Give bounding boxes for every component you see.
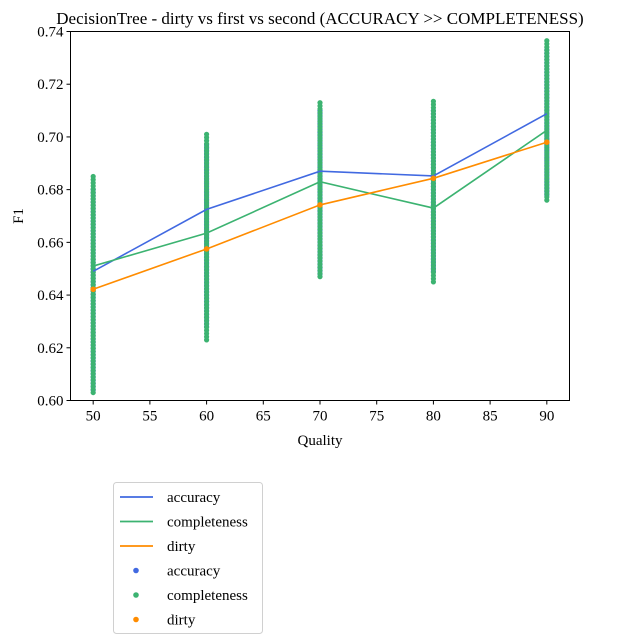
x-tick-label: 80 (426, 409, 441, 425)
legend-dot-accuracy (133, 567, 139, 574)
legend-label-accuracy: accuracy (167, 490, 221, 506)
legend: accuracy completeness dirty accuracy complet… (113, 482, 263, 634)
legend-label-dirty: dirty (167, 539, 196, 555)
x-tick-label: 90 (539, 409, 554, 425)
scatter-point-completeness (317, 100, 323, 106)
legend-dot-dirty (133, 616, 139, 623)
y-tick-label: 0.64 (37, 288, 64, 304)
legend-label-completeness: completeness (167, 588, 248, 604)
x-axis-label: Quality (298, 433, 343, 449)
y-tick-label: 0.68 (37, 183, 63, 199)
x-tick-label: 55 (142, 409, 157, 425)
axes: 50 55 60 65 70 75 80 85 90 0.60 0.62 0.64 0.66 0.68 0.… (37, 25, 554, 425)
scatter-point-dirty (203, 246, 210, 252)
scatter-point-dirty (544, 139, 550, 145)
x-tick-label: 70 (313, 409, 328, 425)
y-tick-label: 0.66 (37, 235, 64, 251)
plot-area (90, 38, 550, 396)
scatter-point-dirty (317, 202, 323, 208)
scatter-point-completeness (544, 38, 550, 44)
scatter-point-dirty (430, 175, 437, 182)
series-line-completeness (92, 129, 548, 267)
scatter-point-completeness (430, 98, 437, 104)
scatter-point-dirty (90, 286, 96, 293)
x-tick-label: 75 (369, 409, 384, 425)
y-tick-label: 0.70 (37, 130, 63, 146)
y-tick-label: 0.60 (37, 394, 63, 410)
legend-dot-completeness (133, 592, 139, 598)
x-tick-label: 85 (483, 409, 498, 425)
series-line-accuracy (92, 113, 548, 273)
y-axis-label: F1 (11, 208, 27, 224)
x-tick-label: 65 (256, 409, 271, 425)
y-tick-label: 0.74 (37, 25, 64, 41)
y-tick-label: 0.72 (37, 77, 63, 93)
legend-label-accuracy: accuracy (167, 564, 221, 580)
legend-label-dirty: dirty (167, 613, 196, 629)
x-tick-label: 60 (199, 409, 214, 425)
scatter-point-completeness (203, 131, 210, 137)
legend-label-completeness: completeness (167, 515, 248, 531)
scatter-point-completeness (90, 173, 96, 180)
legend-box (113, 482, 263, 634)
x-tick-label: 50 (86, 409, 101, 425)
y-tick-label: 0.62 (37, 341, 63, 357)
chart-title: DecisionTree - dirty vs first vs second … (56, 9, 583, 28)
